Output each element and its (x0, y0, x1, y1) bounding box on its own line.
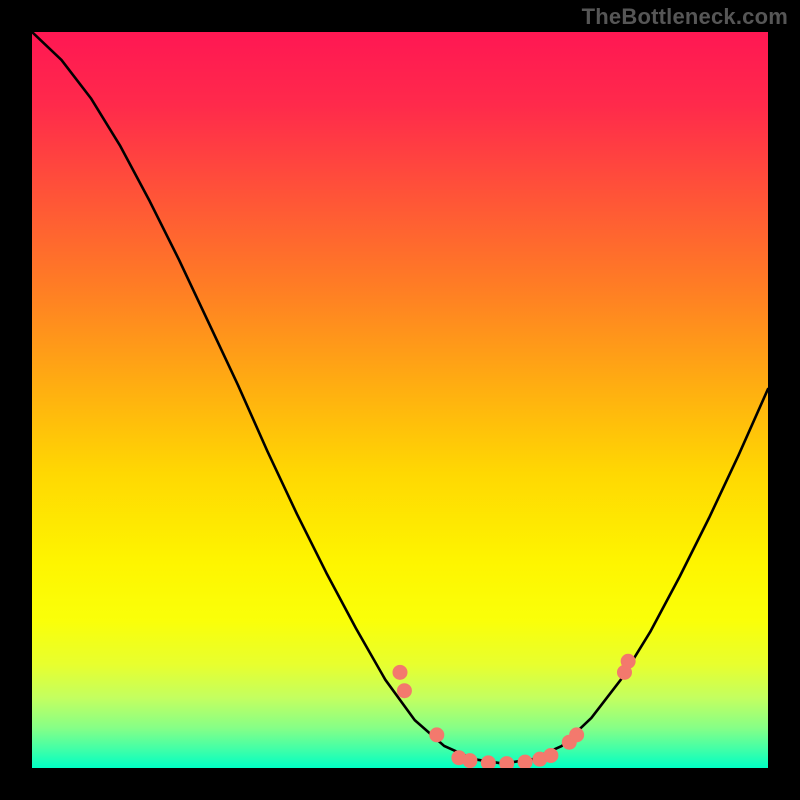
attribution-text: TheBottleneck.com (582, 4, 788, 30)
data-marker (544, 748, 558, 762)
data-marker (570, 728, 584, 742)
data-marker (500, 757, 514, 768)
chart-frame: TheBottleneck.com (0, 0, 800, 800)
plot-area (32, 32, 768, 768)
data-marker (518, 755, 532, 768)
data-marker (463, 754, 477, 768)
data-marker (430, 728, 444, 742)
data-marker (393, 665, 407, 679)
data-marker (481, 756, 495, 768)
data-marker (621, 654, 635, 668)
plot-background (32, 32, 768, 768)
plot-svg (32, 32, 768, 768)
data-marker (397, 684, 411, 698)
